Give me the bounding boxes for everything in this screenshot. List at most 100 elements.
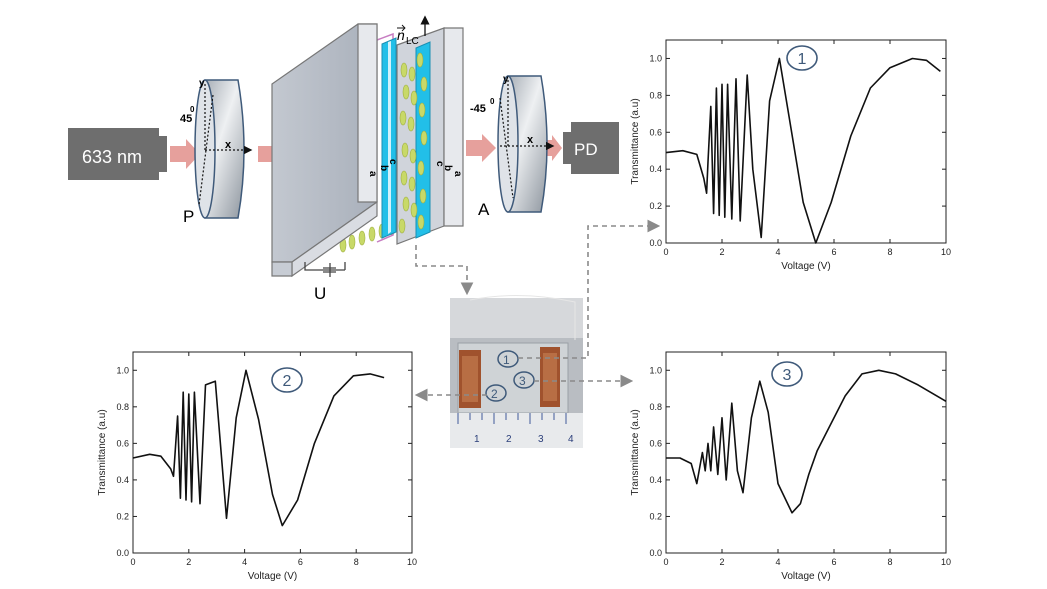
y-tick-label: 0.0 (116, 548, 129, 558)
x-tick-label: 6 (298, 557, 303, 567)
chart-marker: 3 (771, 361, 803, 387)
svg-text:3: 3 (519, 374, 526, 388)
x-tick-label: 4 (775, 557, 780, 567)
x-axis-label: Voltage (V) (781, 571, 830, 582)
cell-photo: 1 2 3 4 1 2 3 (450, 294, 583, 448)
x-tick-label: 0 (663, 557, 668, 567)
x-axis-label: Voltage (V) (248, 571, 297, 582)
optical-setup: 633 nm x y 45 0 P (68, 15, 619, 303)
transmittance-curve (665, 57, 941, 244)
y-tick-label: 0.6 (649, 127, 662, 137)
x-tick-label: 6 (831, 247, 836, 257)
beam-arrow (466, 134, 496, 162)
spot-marker-1: 1 (497, 350, 519, 368)
analyzer: x y -45 0 A (470, 74, 555, 219)
x-tick-label: 0 (130, 557, 135, 567)
chart-marker-label: 1 (798, 51, 807, 68)
director-label: n (397, 27, 405, 43)
y-tick-label: 1.0 (116, 365, 129, 375)
y-tick-label: 0.2 (649, 511, 662, 521)
x-tick-label: 8 (887, 557, 892, 567)
x-tick-label: 10 (941, 557, 951, 567)
analyzer-angle: -45 (470, 103, 486, 115)
y-tick-label: 0.8 (649, 402, 662, 412)
y-tick-label: 1.0 (649, 365, 662, 375)
y-tick-label: 0.6 (116, 438, 129, 448)
x-axis-label: Voltage (V) (781, 261, 830, 272)
y-tick-label: 0.8 (649, 90, 662, 100)
y-tick-label: 0.4 (649, 475, 662, 485)
x-tick-label: 4 (242, 557, 247, 567)
ruler-number: 4 (568, 434, 574, 445)
x-tick-label: 2 (186, 557, 191, 567)
y-tick-label: 0.6 (649, 438, 662, 448)
detector-label: PD (574, 140, 598, 159)
chart-marker-label: 2 (283, 373, 292, 390)
svg-text:1: 1 (503, 353, 510, 367)
lc-molecules (339, 52, 428, 253)
polarizer-y-axis: y (199, 78, 205, 89)
y-tick-label: 0.4 (649, 164, 662, 174)
x-tick-label: 6 (831, 557, 836, 567)
polarizer: x y 45 0 P (180, 78, 253, 226)
ruler-number: 3 (538, 434, 544, 445)
polarizer-angle-degree: 0 (190, 105, 195, 114)
chart-marker-label: 3 (783, 367, 792, 384)
cell-layer-labels-right: c b a (434, 161, 463, 177)
layer-label: a (367, 171, 378, 177)
laser-source: 633 nm (68, 128, 167, 180)
x-tick-label: 2 (719, 557, 724, 567)
ruler-number: 2 (506, 434, 512, 445)
transmittance-chart-spot-2: 0 2 4 6 8 10 0.0 0.2 0.4 0.6 0.8 1.0 Voltage (V) Tran… (97, 351, 417, 582)
layer-label: a (452, 171, 463, 177)
polarizer-x-axis: x (225, 139, 232, 151)
transmittance-curve (132, 369, 385, 527)
y-tick-label: 0.4 (116, 475, 129, 485)
chart-marker: 1 (786, 45, 818, 71)
y-tick-label: 0.0 (649, 548, 662, 558)
svg-text:2: 2 (491, 387, 498, 401)
spot-marker-3: 3 (513, 371, 535, 389)
transmittance-chart-spot-1: 0 2 4 6 8 10 0.0 0.2 0.4 0.6 0.8 1.0 Voltage (V) Tran… (630, 39, 951, 272)
ruler-number: 1 (474, 434, 480, 445)
chart-marker: 2 (271, 367, 303, 393)
y-tick-label: 0.2 (649, 201, 662, 211)
voltage-label: U (314, 284, 326, 303)
plot-frame (665, 39, 947, 244)
x-tick-label: 4 (775, 247, 780, 257)
photodetector: PD (563, 122, 619, 174)
y-axis-label: Transmittance (a.u) (630, 409, 641, 495)
polarizer-angle: 45 (180, 113, 192, 125)
analyzer-label: A (478, 200, 490, 219)
y-tick-label: 0.8 (116, 402, 129, 412)
polarizer-label: P (183, 207, 194, 226)
x-tick-label: 10 (407, 557, 417, 567)
cell-layer-labels-left: a b c (367, 159, 398, 177)
lc-cell: a b c c b a n LC U (271, 15, 464, 303)
layer-label: b (378, 165, 389, 171)
x-tick-label: 8 (887, 247, 892, 257)
director-subscript: LC (406, 36, 419, 47)
layer-label: c (434, 161, 445, 167)
link-cell-to-photo (415, 245, 474, 296)
y-axis-label: Transmittance (a.u) (97, 409, 108, 495)
y-tick-label: 0.2 (116, 511, 129, 521)
link-spot1-to-chart1 (518, 219, 661, 359)
dashed-links (414, 219, 661, 402)
beam-arrow (170, 139, 200, 169)
x-tick-label: 2 (719, 247, 724, 257)
x-tick-label: 0 (663, 247, 668, 257)
layer-label: c (387, 159, 398, 165)
analyzer-x-axis: x (527, 134, 534, 146)
y-tick-label: 1.0 (649, 53, 662, 63)
plot-frame (132, 351, 413, 554)
spot-marker-2: 2 (485, 384, 507, 402)
ruler (450, 413, 583, 448)
laser-label: 633 nm (82, 147, 142, 167)
x-tick-label: 10 (941, 247, 951, 257)
y-tick-label: 0.0 (649, 238, 662, 248)
plot-frame (665, 351, 947, 554)
y-axis-label: Transmittance (a.u) (630, 98, 641, 184)
analyzer-angle-degree: 0 (490, 97, 495, 106)
